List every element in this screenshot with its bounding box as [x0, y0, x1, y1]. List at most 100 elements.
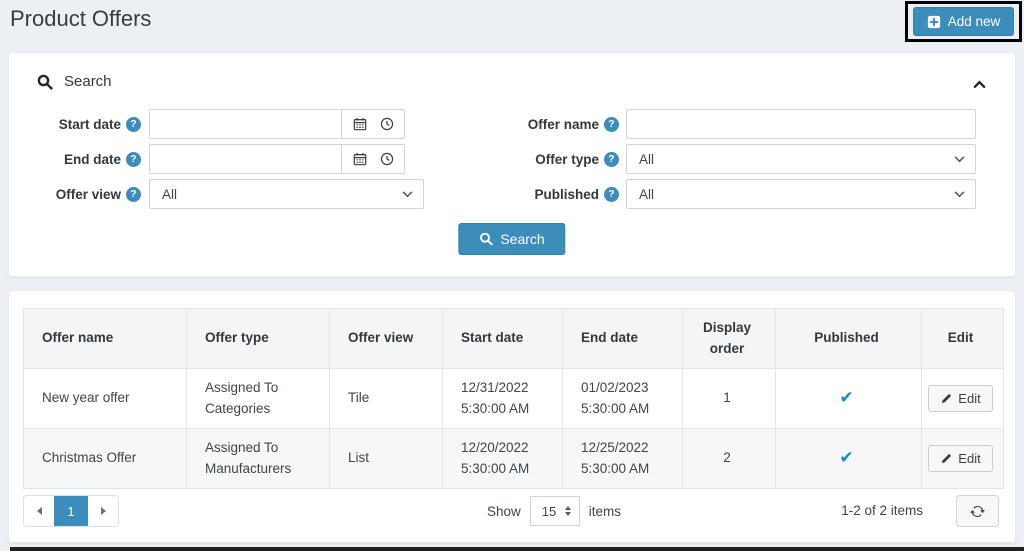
end-date-row: End date ?	[9, 144, 509, 174]
end-date-input-group	[149, 144, 405, 174]
cell-display-order: 1	[682, 368, 776, 429]
cell-start-date: 12/31/2022 5:30:00 AM	[442, 368, 563, 429]
offer-type-help-icon[interactable]: ?	[604, 151, 619, 167]
offers-table-panel: Offer name Offer type Offer view Start d…	[8, 290, 1016, 543]
start-date-calendar-icon[interactable]	[346, 110, 373, 138]
items-label: items	[588, 503, 622, 519]
col-end-date: End date	[562, 308, 683, 369]
table-row: Christmas Offer Assigned To Manufacturer…	[23, 428, 1004, 489]
window-bottom-edge	[10, 547, 1024, 551]
items-range-text: 1-2 of 2 items	[841, 503, 923, 518]
search-button-label: Search	[500, 231, 545, 247]
col-published: Published	[775, 308, 922, 369]
end-date-addon	[341, 145, 404, 173]
start-date-addon	[341, 110, 404, 138]
offer-type-label: Offer type	[535, 151, 599, 167]
col-offer-view: Offer view	[329, 308, 443, 369]
page-size-select[interactable]: 15	[529, 496, 580, 526]
offer-view-help-icon[interactable]: ?	[126, 186, 141, 202]
offer-name-label-group: Offer name ?	[471, 116, 619, 132]
offer-type-label-group: Offer type ?	[471, 151, 619, 167]
pencil-icon	[940, 453, 952, 465]
col-display-order: Display order	[682, 308, 776, 369]
offer-type-selected-value: All	[639, 151, 655, 167]
cell-offer-name: Christmas Offer	[23, 428, 187, 489]
cell-offer-view: List	[329, 428, 443, 489]
search-panel-header: Search	[37, 73, 112, 90]
col-offer-name: Offer name	[23, 308, 187, 369]
cell-edit: Edit	[921, 368, 1004, 429]
col-start-date: Start date	[442, 308, 563, 369]
page-number-button[interactable]: 1	[54, 496, 88, 526]
caret-right-icon	[100, 507, 106, 515]
offer-type-row: Offer type ? All	[9, 144, 1017, 174]
plus-square-icon	[927, 15, 941, 29]
cell-offer-name: New year offer	[23, 368, 187, 429]
end-date-label-group: End date ?	[29, 151, 141, 167]
end-date-input[interactable]	[150, 145, 341, 173]
offer-view-select[interactable]: All	[149, 179, 424, 209]
edit-button[interactable]: Edit	[928, 445, 993, 472]
cell-start-date: 12/20/2022 5:30:00 AM	[442, 428, 563, 489]
offers-table: Offer name Offer type Offer view Start d…	[23, 308, 1004, 489]
search-panel-title: Search	[64, 73, 112, 90]
add-new-button[interactable]: Add new	[912, 7, 1015, 36]
show-label: Show	[487, 503, 521, 519]
published-row: Published ? All	[9, 179, 1017, 209]
offer-type-select[interactable]: All	[626, 144, 976, 174]
spinner-icon	[564, 506, 571, 516]
chevron-down-icon	[954, 156, 965, 163]
chevron-down-icon	[402, 191, 413, 198]
offer-view-label-group: Offer view ?	[29, 186, 141, 202]
table-header-row: Offer name Offer type Offer view Start d…	[23, 308, 1004, 369]
edit-button-label: Edit	[958, 391, 981, 406]
refresh-icon	[970, 504, 985, 519]
edit-button-label: Edit	[958, 451, 981, 466]
collapse-panel-chevron-up-icon[interactable]	[969, 75, 989, 93]
caret-left-icon	[36, 507, 42, 515]
cell-published: ✔	[775, 368, 922, 429]
end-date-calendar-icon[interactable]	[346, 145, 373, 173]
offer-name-row: Offer name ?	[9, 109, 1017, 139]
end-date-help-icon[interactable]: ?	[126, 151, 141, 167]
published-check-icon: ✔	[839, 388, 854, 408]
start-date-row: Start date ?	[9, 109, 509, 139]
refresh-button[interactable]	[956, 495, 999, 527]
page-title: Product Offers	[10, 6, 152, 31]
cell-end-date: 12/25/2022 5:30:00 AM	[562, 428, 683, 489]
search-button[interactable]: Search	[458, 223, 566, 255]
offer-view-selected-value: All	[162, 186, 178, 202]
next-page-button[interactable]	[88, 496, 118, 526]
published-help-icon[interactable]: ?	[604, 186, 619, 202]
page-size-value: 15	[541, 503, 557, 519]
edit-button[interactable]: Edit	[928, 385, 993, 412]
search-panel: Search Start date ?	[8, 52, 1016, 277]
start-date-input-group	[149, 109, 405, 139]
table-row: New year offer Assigned To Categories Ti…	[23, 368, 1004, 429]
search-icon	[479, 232, 493, 246]
page-size-control: Show 15 items	[487, 495, 621, 527]
pagination: 1	[23, 495, 119, 527]
chevron-down-icon	[954, 191, 965, 198]
cell-display-order: 2	[682, 428, 776, 489]
offer-view-row: Offer view ? All	[9, 179, 509, 209]
offer-view-label: Offer view	[55, 186, 121, 202]
offer-name-label: Offer name	[527, 116, 599, 132]
pencil-icon	[940, 393, 952, 405]
start-date-help-icon[interactable]: ?	[126, 116, 141, 132]
start-date-input[interactable]	[150, 110, 341, 138]
end-date-label: End date	[63, 151, 121, 167]
offer-name-input[interactable]	[626, 109, 976, 139]
cell-edit: Edit	[921, 428, 1004, 489]
start-date-clock-icon[interactable]	[373, 110, 400, 138]
cell-offer-view: Tile	[329, 368, 443, 429]
end-date-clock-icon[interactable]	[373, 145, 400, 173]
offer-name-help-icon[interactable]: ?	[604, 116, 619, 132]
published-select[interactable]: All	[626, 179, 976, 209]
previous-page-button[interactable]	[24, 496, 54, 526]
search-icon	[37, 74, 53, 90]
col-edit: Edit	[921, 308, 1004, 369]
published-label: Published	[534, 186, 599, 202]
published-label-group: Published ?	[471, 186, 619, 202]
